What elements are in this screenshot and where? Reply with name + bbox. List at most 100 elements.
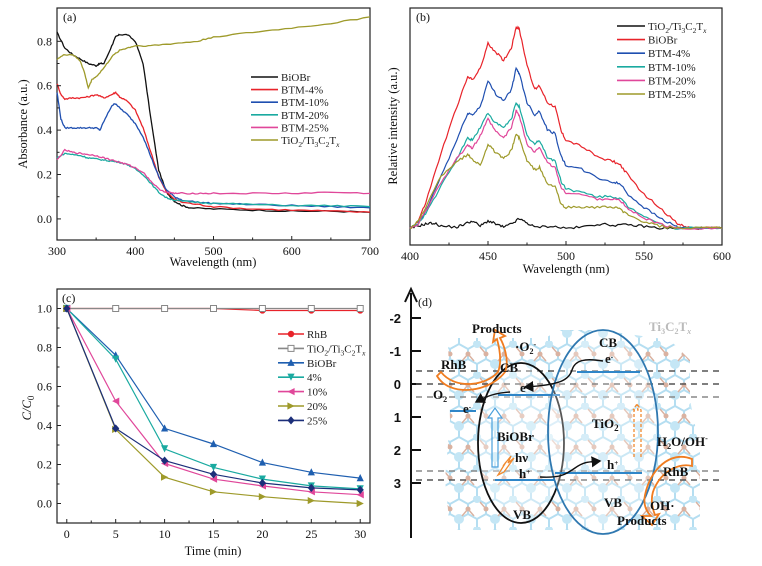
legend-item-tio2-ti3c2tx: TiO2/Ti3C2Tx	[251, 135, 340, 149]
x-tick-label: 500	[557, 249, 575, 263]
x-tick-label: 15	[208, 527, 220, 541]
x-tick-label: 500	[205, 244, 223, 258]
data-point-marker	[63, 304, 71, 313]
legend-item-biobr: BiOBr	[617, 35, 678, 47]
panel-d-band-diagram: -2 -1 0 1 2 3 (d)	[389, 286, 720, 538]
series-25	[63, 304, 364, 494]
y-tick-label: 0.2	[37, 168, 52, 182]
x-tick-label: 450	[479, 249, 497, 263]
data-point-marker	[209, 463, 218, 472]
data-point-marker	[287, 358, 295, 366]
data-point-marker	[356, 491, 364, 499]
legend-item-biobr: BiOBr	[251, 72, 311, 84]
panel-b-label: (b)	[416, 10, 430, 24]
legend-item-10: 10%	[278, 387, 327, 399]
series-line-btm-4	[56, 83, 371, 213]
data-point-marker	[258, 458, 267, 466]
data-point-marker	[112, 355, 120, 363]
data-point-marker	[307, 483, 315, 492]
data-point-marker	[307, 468, 315, 476]
x-tick-label: 600	[713, 249, 731, 263]
y-tick-label: 0.0	[37, 497, 52, 511]
x-tick-label: 400	[401, 249, 419, 263]
biobr-label: BiOBr	[497, 429, 534, 444]
legend-item-btm-20: BTM-20%	[617, 75, 696, 87]
data-point-marker	[209, 488, 218, 496]
legend-item-btm-4: BTM-4%	[251, 85, 323, 97]
tio2-ellipse	[547, 329, 659, 535]
x-tick-label: 0	[64, 527, 70, 541]
hole-label-tio2: h+	[607, 457, 618, 472]
data-point-marker	[258, 478, 267, 488]
tio2-vb-label: VB	[604, 495, 622, 510]
data-point-marker	[160, 424, 169, 432]
data-point-marker	[307, 305, 315, 312]
legend-label: TiO2/Ti3C2Tx	[307, 343, 366, 357]
x-tick-label: 700	[361, 244, 379, 258]
panel-a-label: (a)	[63, 10, 76, 24]
legend-item-btm-4: BTM-4%	[617, 48, 690, 60]
legend-label: BiOBr	[281, 72, 311, 84]
data-point-marker	[112, 397, 120, 405]
x-tick-label: 25	[305, 527, 317, 541]
panel-c-xlabel: Time (min)	[185, 544, 242, 558]
energy-tick-label: 0	[394, 377, 401, 392]
legend-item-25: 25%	[278, 415, 327, 427]
legend-item-btm-25: BTM-25%	[617, 89, 696, 101]
legend-item-tio2-ti3c2tx: TiO2/Ti3C2Tx	[278, 343, 366, 357]
x-tick-label: 300	[48, 244, 66, 258]
hole-transfer-arrow-icon	[539, 456, 602, 478]
y-tick-label: 0.0	[37, 212, 52, 226]
legend-label: 4%	[307, 372, 322, 384]
data-point-marker	[209, 475, 218, 483]
data-point-marker	[307, 496, 315, 505]
products-bottom-label: Products	[617, 513, 667, 528]
x-tick-label: 600	[283, 244, 301, 258]
data-point-marker	[356, 499, 364, 508]
series-line-btm-10	[409, 102, 723, 230]
series-line-btm-4	[409, 66, 723, 230]
data-point-marker	[160, 456, 169, 465]
data-point-marker	[112, 305, 120, 312]
data-point-marker	[209, 470, 218, 479]
series-line-biobr	[409, 25, 723, 230]
x-tick-label: 550	[635, 249, 653, 263]
data-point-marker	[160, 445, 169, 453]
data-point-marker	[161, 305, 169, 312]
rhb-oxidation-arrow-bottom-icon	[639, 456, 693, 527]
rhb-oxidation-arrow-top-icon	[435, 328, 508, 391]
series-line-biobr	[56, 31, 371, 213]
electron-label-tio2: e-	[605, 351, 614, 366]
legend-label: BTM-25%	[648, 89, 696, 101]
electron-label-o2: e-	[463, 401, 472, 416]
y-tick-label: 0.8	[37, 341, 52, 355]
data-point-marker	[258, 493, 267, 501]
tio2-label: TiO2	[592, 416, 619, 433]
data-point-marker	[258, 305, 266, 312]
electron-to-o2-arrow-icon	[474, 391, 511, 403]
data-point-marker	[160, 473, 169, 481]
data-point-marker	[287, 402, 295, 410]
o2-label: O2	[433, 387, 447, 404]
y-tick-label: 0.6	[37, 79, 52, 93]
legend-label: BiOBr	[307, 358, 337, 370]
energy-axis-arrow-icon	[404, 286, 418, 303]
legend-label: BTM-20%	[281, 110, 329, 122]
panel-d-label: (d)	[418, 295, 432, 309]
legend-item-btm-10: BTM-10%	[251, 97, 329, 109]
panel-b-xlabel: Wavelength (nm)	[523, 262, 610, 276]
legend-item-biobr: BiOBr	[278, 358, 337, 370]
data-point-marker	[356, 474, 364, 482]
x-tick-label: 20	[256, 527, 268, 541]
series-line-btm-20	[56, 152, 371, 208]
energy-axis-ticks: -2 -1 0 1 2 3	[389, 311, 421, 491]
tio2-dashed-excitation-arrow-icon	[632, 402, 642, 457]
energy-tick-label: -1	[389, 344, 401, 359]
biobr-vb-label: VB	[513, 507, 531, 522]
excitation-arrow-icon	[486, 406, 504, 468]
y-tick-label: 0.4	[37, 123, 52, 137]
hv-label: hν	[515, 450, 528, 465]
